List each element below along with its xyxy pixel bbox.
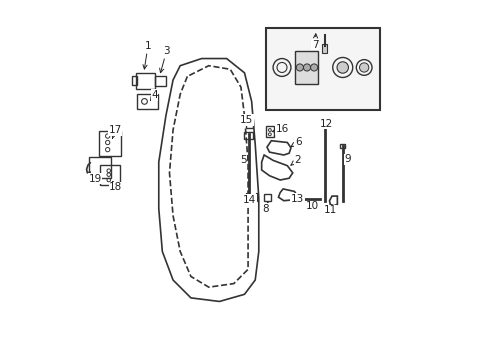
Text: 17: 17 — [108, 125, 122, 138]
Circle shape — [303, 64, 310, 71]
Text: 9: 9 — [344, 154, 351, 164]
Bar — [265, 126, 273, 137]
Text: 18: 18 — [109, 181, 122, 192]
Bar — [132, 76, 137, 85]
Bar — [246, 119, 252, 128]
Text: 2: 2 — [290, 156, 300, 165]
Text: 15: 15 — [240, 115, 253, 125]
Text: 8: 8 — [262, 202, 268, 213]
Text: 1: 1 — [142, 41, 151, 69]
Bar — [155, 76, 165, 86]
Text: 4: 4 — [150, 90, 158, 101]
Circle shape — [296, 64, 303, 71]
Bar — [137, 94, 158, 109]
Text: 19: 19 — [88, 173, 102, 184]
Text: 10: 10 — [305, 201, 318, 211]
Text: 11: 11 — [323, 205, 336, 215]
Text: 13: 13 — [290, 194, 304, 203]
Text: 3: 3 — [159, 46, 170, 73]
Bar — [135, 73, 155, 89]
Circle shape — [336, 62, 348, 73]
Circle shape — [310, 64, 317, 71]
Bar — [340, 144, 345, 148]
Circle shape — [359, 63, 368, 72]
Text: 5: 5 — [239, 156, 246, 165]
Bar — [322, 120, 327, 125]
Text: 14: 14 — [243, 195, 256, 205]
Bar — [294, 51, 317, 84]
Text: 6: 6 — [290, 137, 301, 147]
Text: 16: 16 — [272, 124, 288, 134]
Bar — [264, 194, 271, 202]
FancyBboxPatch shape — [265, 28, 380, 111]
Text: 12: 12 — [319, 118, 333, 129]
Bar — [244, 132, 253, 139]
Text: 7: 7 — [311, 34, 318, 50]
Bar — [322, 44, 326, 53]
